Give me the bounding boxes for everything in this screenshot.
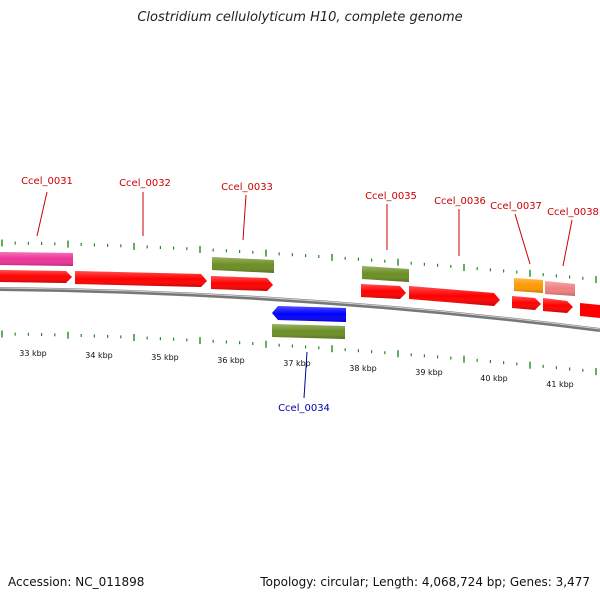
gene-label-ccel-0035[interactable]: Ccel_0035	[365, 191, 417, 202]
gene-label-ccel-0032[interactable]: Ccel_0032	[119, 178, 171, 189]
feature-shading	[0, 252, 575, 339]
genome-backbone-highlight	[0, 287, 600, 330]
gene-label-ccel-0037[interactable]: Ccel_0037	[490, 201, 542, 212]
gene-arrow-forward[interactable]	[580, 303, 600, 318]
gene-label-ccel-0031[interactable]: Ccel_0031	[21, 176, 73, 187]
scale-label: 40 kbp	[480, 374, 508, 383]
scale-label: 41 kbp	[546, 380, 574, 389]
inner-tick-marks	[1, 330, 597, 376]
genome-backbone	[0, 287, 600, 332]
accession-text: Accession: NC_011898	[8, 575, 145, 589]
gene-label-ccel-0033[interactable]: Ccel_0033	[221, 182, 273, 193]
gene-label-ccel-0038[interactable]: Ccel_0038	[547, 207, 599, 218]
label-leader-reverse	[303, 351, 308, 399]
scale-label: 36 kbp	[217, 356, 245, 365]
scale-label: 38 kbp	[349, 364, 377, 373]
label-leaders	[36, 191, 573, 267]
scale-label: 39 kbp	[415, 368, 443, 377]
map-title: Clostridium cellulolyticum H10, complete…	[137, 10, 463, 25]
scale-label: 37 kbp	[283, 359, 311, 368]
outer-tick-marks	[1, 239, 597, 284]
genome-summary-text: Topology: circular; Length: 4,068,724 bp…	[260, 575, 590, 589]
gene-label-ccel-0034[interactable]: Ccel_0034	[278, 403, 330, 414]
scale-label: 33 kbp	[19, 349, 47, 358]
scale-label: 34 kbp	[85, 351, 113, 360]
gene-label-ccel-0036[interactable]: Ccel_0036	[434, 196, 486, 207]
scale-label: 35 kbp	[151, 353, 179, 362]
